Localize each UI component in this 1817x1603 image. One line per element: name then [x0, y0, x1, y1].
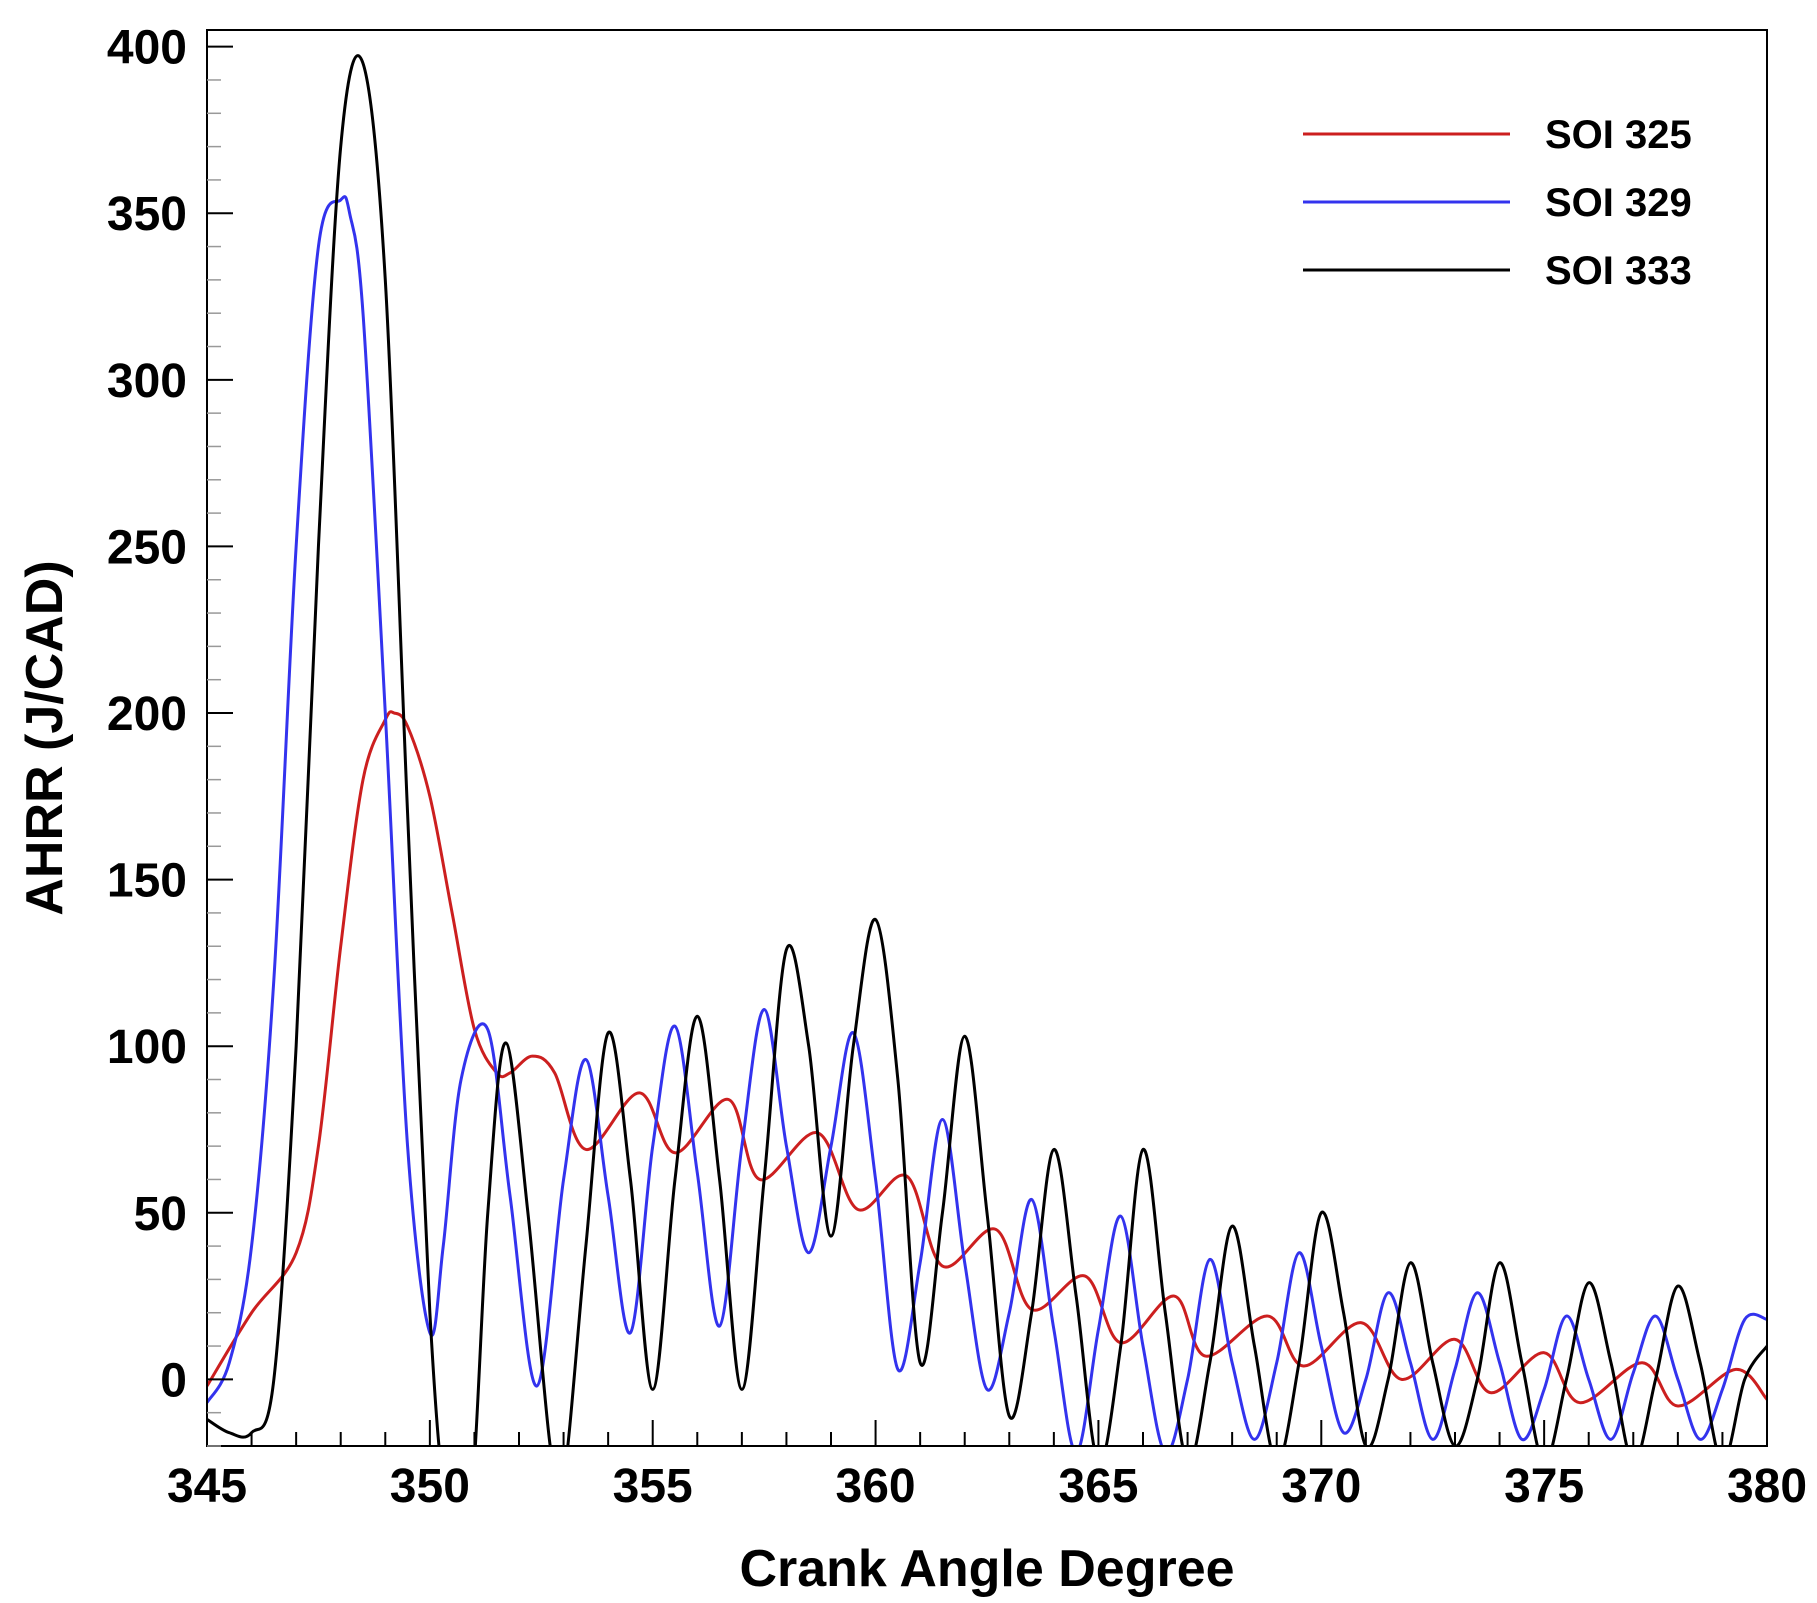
x-axis-title: Crank Angle Degree [739, 1540, 1234, 1598]
legend-label-3: SOI 333 [1545, 249, 1692, 293]
y-tick-label: 300 [107, 355, 187, 408]
plot-frame [206, 29, 1768, 1447]
y-tick-label: 100 [107, 1021, 187, 1074]
y-axis-title: AHRR (J/CAD) [16, 560, 74, 915]
tick-labels: 345 350 355 360 365 370 375 380 0 50 100 150 200 250 3… [107, 22, 1807, 1513]
legend-label-2: SOI 329 [1545, 181, 1692, 225]
series-line-2 [207, 195, 1767, 1446]
x-tick-label: 375 [1504, 1460, 1584, 1513]
x-tick-label: 360 [836, 1460, 916, 1513]
series-line-3 [207, 54, 1767, 1446]
y-tick-label: 50 [134, 1188, 187, 1241]
y-tick-label: 0 [160, 1354, 187, 1407]
x-tick-label: 365 [1058, 1460, 1138, 1513]
y-tick-label: 150 [107, 855, 187, 908]
x-tick-label: 355 [613, 1460, 693, 1513]
y-tick-label: 200 [107, 688, 187, 741]
x-tick-label: 345 [167, 1460, 247, 1513]
y-tick-label: 350 [107, 188, 187, 241]
x-tick-label: 370 [1281, 1460, 1361, 1513]
series-layer [207, 54, 1767, 1446]
y-tick-label: 250 [107, 521, 187, 574]
x-tick-label: 380 [1727, 1460, 1807, 1513]
x-tick-label: 350 [390, 1460, 470, 1513]
legend-label-1: SOI 325 [1545, 113, 1692, 157]
y-tick-label: 400 [107, 22, 187, 75]
legend: SOI 325 SOI 329 SOI 333 [1303, 113, 1692, 293]
series-line-1 [207, 710, 1767, 1408]
axis-ticks [206, 45, 1768, 1447]
